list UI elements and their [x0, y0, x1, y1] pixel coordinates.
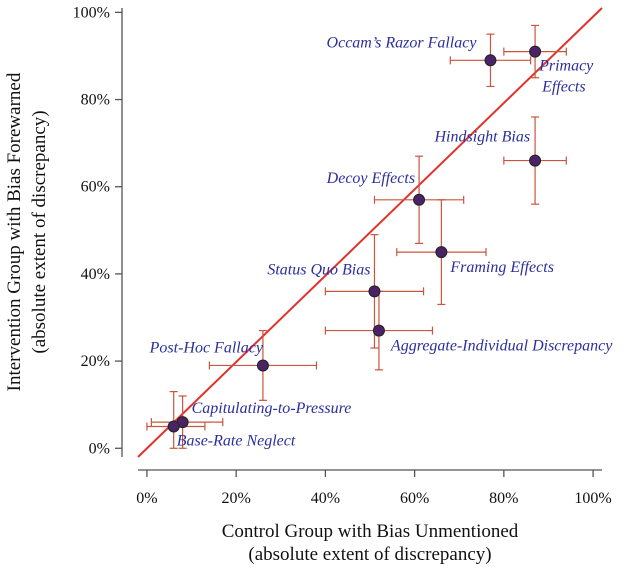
y-tick-label: 100%: [73, 4, 110, 21]
x-tick-label: 40%: [311, 490, 340, 507]
data-point: [529, 45, 542, 58]
reference-line: [137, 7, 603, 458]
data-point: [368, 285, 381, 298]
data-point: [256, 359, 269, 372]
point-label: Base-Rate Neglect: [177, 432, 296, 449]
data-point: [167, 420, 180, 433]
x-axis-title: (absolute extent of discrepancy): [248, 544, 491, 565]
x-tick-label: 20%: [221, 490, 250, 507]
x-axis-title: Control Group with Bias Unmentioned: [222, 521, 519, 542]
data-point: [484, 54, 497, 67]
y-tick-label: 0%: [89, 440, 110, 457]
point-label: Hindsight Bias: [434, 129, 531, 146]
y-tick-label: 40%: [81, 266, 110, 283]
point-label: Capitulating-to-Pressure: [192, 400, 352, 417]
point-label: Status Quo Bias: [267, 261, 370, 278]
x-tick-label: 60%: [400, 490, 429, 507]
reference-line-layer: [137, 7, 603, 458]
y-tick-label: 80%: [81, 92, 110, 109]
point-label: Aggregate-Individual Discrepancy: [390, 338, 613, 355]
data-point: [529, 154, 542, 167]
point-labels-layer: Occam’s Razor Fallacy Primacy Effects Hinds…: [149, 34, 614, 449]
error-bars-layer: [146, 24, 567, 449]
data-point: [413, 193, 426, 206]
axes: 0% 20% 40% 60% 80% 100% 0% 20% 40% 60% 80% 100%: [73, 4, 612, 507]
axis-titles-layer: Control Group with Bias Unmentioned(abso…: [4, 72, 519, 565]
x-tick-label: 0%: [136, 490, 157, 507]
point-label: Framing Effects: [449, 259, 554, 276]
point-label: Occam’s Razor Fallacy: [327, 34, 478, 51]
points-layer: [167, 45, 542, 433]
point-label: Effects: [541, 79, 586, 96]
data-point: [435, 246, 448, 259]
y-axis-title: Intervention Group with Bias Forewarned: [4, 72, 25, 391]
point-label: Primacy: [538, 58, 594, 75]
data-point: [372, 324, 385, 337]
y-tick-label: 60%: [81, 179, 110, 196]
y-tick-label: 20%: [81, 353, 110, 370]
x-tick-label: 80%: [489, 490, 518, 507]
y-axis-title: (absolute extent of discrepancy): [29, 110, 50, 353]
point-label: Post-Hoc Fallacy: [149, 339, 264, 356]
x-tick-label: 100%: [574, 490, 611, 507]
point-label: Decoy Effects: [326, 170, 415, 187]
